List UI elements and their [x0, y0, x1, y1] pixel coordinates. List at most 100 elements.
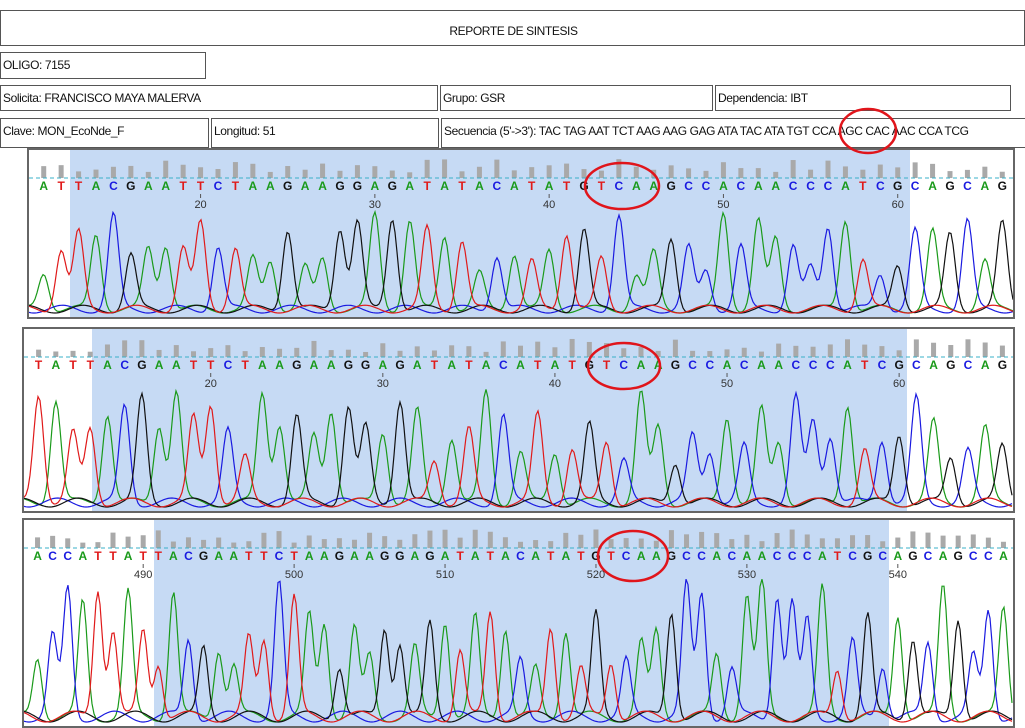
quality-bar	[355, 165, 360, 178]
position-label: 30	[369, 199, 381, 211]
quality-bar	[624, 538, 629, 548]
quality-bar	[742, 348, 747, 357]
base-call: G	[361, 358, 370, 372]
quality-bar	[322, 539, 327, 548]
base-call: A	[843, 358, 852, 372]
base-call: C	[48, 549, 57, 563]
base-call: A	[214, 549, 223, 563]
quality-bar	[948, 345, 953, 357]
base-call: G	[893, 179, 902, 193]
base-call: G	[425, 549, 434, 563]
quality-bar	[186, 537, 191, 548]
quality-bar	[442, 159, 447, 178]
quality-bar	[578, 535, 583, 548]
quality-bar	[146, 172, 151, 178]
base-call: A	[757, 358, 766, 372]
base-call: A	[318, 179, 327, 193]
quality-bar	[616, 159, 621, 178]
quality-bar	[88, 352, 93, 357]
quality-bar	[756, 168, 761, 178]
quality-bar	[860, 170, 865, 178]
quality-bar	[828, 344, 833, 357]
quality-bar	[407, 172, 412, 178]
clave: Clave: MON_EcoNde_F	[0, 118, 209, 148]
quality-bar	[725, 349, 730, 357]
quality-bar	[587, 342, 592, 357]
quality-bar	[686, 168, 691, 178]
quality-bar	[826, 161, 831, 178]
base-call: A	[275, 358, 284, 372]
base-call: C	[275, 549, 284, 563]
base-call: A	[413, 358, 422, 372]
quality-bar	[714, 533, 719, 548]
base-call: T	[207, 358, 215, 372]
base-call: G	[137, 358, 146, 372]
base-call: C	[224, 358, 233, 372]
base-call: G	[954, 549, 963, 563]
quality-bar	[380, 343, 385, 357]
base-call: C	[878, 549, 887, 563]
quality-bar	[53, 351, 58, 357]
quality-bar	[427, 531, 432, 548]
base-call: C	[740, 358, 749, 372]
base-call: A	[310, 358, 319, 372]
base-call: A	[482, 358, 491, 372]
quality-bar	[337, 538, 342, 548]
base-call: G	[666, 179, 675, 193]
base-call: A	[893, 549, 902, 563]
base-call: T	[547, 549, 555, 563]
position-label: 490	[134, 569, 152, 581]
base-call: G	[283, 179, 292, 193]
quality-bar	[277, 531, 282, 548]
base-call: T	[245, 549, 253, 563]
quality-bar	[397, 540, 402, 548]
base-call: C	[622, 549, 631, 563]
base-call: A	[723, 358, 732, 372]
base-call: A	[249, 179, 258, 193]
quality-bar	[971, 534, 976, 548]
quality-bar	[277, 349, 282, 357]
quality-bar	[910, 531, 915, 548]
base-call: C	[984, 549, 993, 563]
quality-bar	[171, 542, 176, 548]
base-call: A	[654, 358, 663, 372]
quality-bar	[986, 538, 991, 548]
quality-bar	[174, 345, 179, 357]
quality-bar	[352, 540, 357, 548]
base-call: A	[103, 358, 112, 372]
quality-bar	[564, 164, 569, 178]
quality-bar	[790, 530, 795, 548]
base-call: A	[350, 549, 359, 563]
quality-bar	[850, 535, 855, 548]
base-call: C	[826, 358, 835, 372]
quality-bar	[216, 538, 221, 548]
oligo: OLIGO: 7155	[0, 52, 206, 79]
position-label: 20	[205, 378, 217, 390]
quality-bar	[501, 341, 506, 357]
base-call: A	[447, 358, 456, 372]
quality-bar	[552, 347, 557, 357]
base-call: C	[684, 179, 693, 193]
base-call: A	[258, 358, 267, 372]
base-call: A	[378, 358, 387, 372]
quality-bar	[111, 167, 116, 178]
base-call: T	[534, 358, 542, 372]
base-call: G	[380, 549, 389, 563]
position-label: 40	[543, 199, 555, 211]
quality-bar	[805, 534, 810, 548]
base-call: G	[894, 358, 903, 372]
base-call: A	[124, 549, 133, 563]
base-call: G	[395, 549, 404, 563]
base-call: C	[911, 179, 920, 193]
base-call: C	[184, 549, 193, 563]
quality-bar	[793, 346, 798, 357]
base-call: G	[335, 179, 344, 193]
base-call: C	[727, 549, 736, 563]
page: REPORTE DE SINTESIS OLIGO: 7155 Solicita…	[0, 0, 1025, 721]
base-call: C	[824, 179, 833, 193]
quality-bar	[669, 530, 674, 548]
base-call: A	[561, 549, 570, 563]
position-label: 50	[717, 199, 729, 211]
quality-bar	[811, 347, 816, 357]
base-call: G	[353, 179, 362, 193]
